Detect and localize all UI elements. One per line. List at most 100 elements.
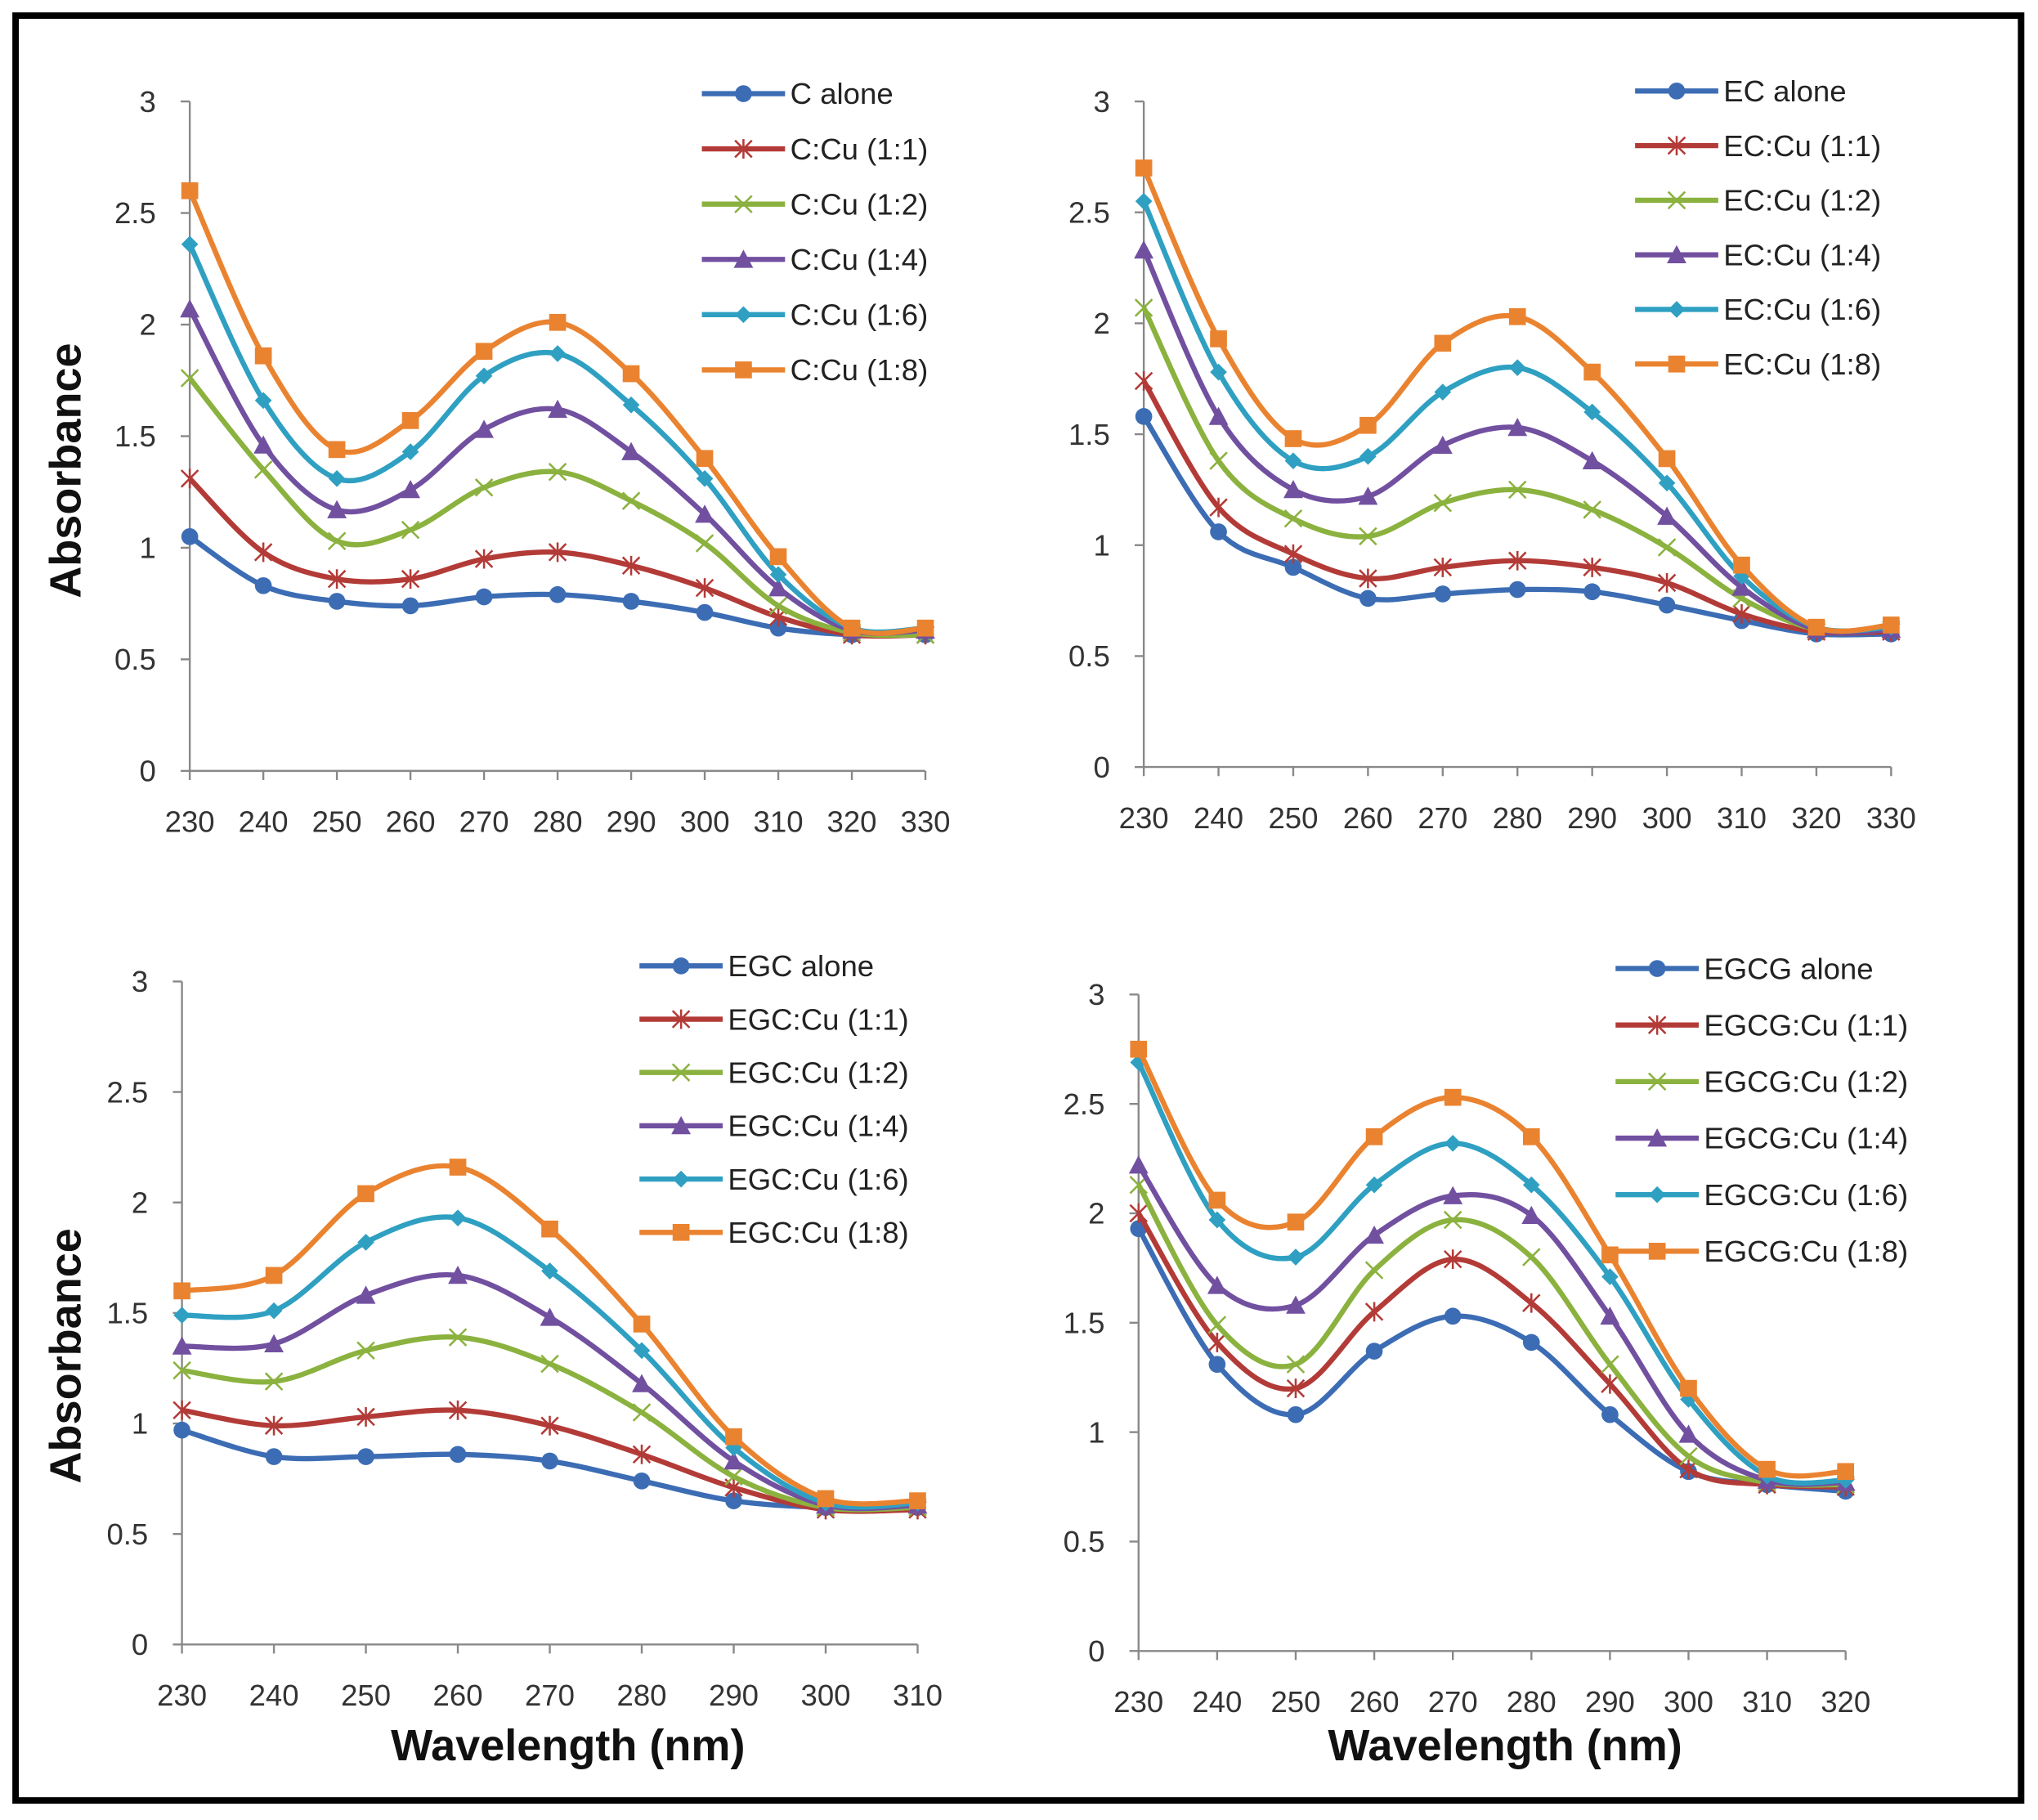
chart-4: 0 0.5 1 1.5 2 2.5 3 230 240 250 260 270 280 290 300 310…	[1064, 952, 1909, 1719]
y-tick-label: 2	[1088, 1197, 1104, 1231]
legend-item: C:Cu (1:4)	[701, 243, 928, 276]
legend-marker	[1647, 1015, 1667, 1035]
legend-label: EC:Cu (1:6)	[1723, 293, 1881, 326]
data-point	[1522, 1334, 1540, 1352]
data-point	[1583, 557, 1601, 577]
data-point	[768, 596, 788, 616]
data-point	[1207, 1275, 1227, 1294]
data-point	[1443, 1210, 1462, 1230]
data-point	[1657, 538, 1677, 557]
data-point	[1208, 1356, 1226, 1373]
data-point	[172, 1336, 192, 1355]
data-point	[173, 1282, 190, 1300]
y-tick-label: 1.5	[106, 1297, 148, 1330]
data-point	[1680, 1379, 1697, 1397]
data-point	[633, 1472, 651, 1490]
x-tick-label: 250	[341, 1679, 391, 1712]
legend-label: C alone	[791, 77, 894, 110]
data-point	[1679, 1446, 1698, 1466]
legend-marker	[672, 957, 690, 975]
data-point	[1284, 558, 1302, 576]
series-c-cu-1-8-	[181, 182, 934, 637]
data-point	[916, 619, 934, 637]
x-tick-label: 320	[1821, 1685, 1870, 1719]
x-tick-label: 320	[1791, 801, 1841, 835]
y-tick-label: 2	[139, 308, 155, 342]
legend-label: EGC:Cu (1:1)	[728, 1002, 908, 1036]
chart-2: 0 0.5 1 1.5 2 2.5 3 230 240 250 260 270 280 290 300 310…	[1068, 74, 1916, 835]
x-tick-label: 300	[801, 1679, 851, 1712]
legend-marker	[735, 306, 752, 324]
data-point	[1359, 527, 1377, 546]
data-point	[1432, 435, 1453, 454]
data-point	[1508, 550, 1527, 571]
series-line	[1136, 1212, 1846, 1490]
data-point	[1434, 383, 1452, 401]
data-point	[632, 1374, 652, 1392]
y-tick-label: 0.5	[106, 1517, 148, 1551]
data-point	[357, 1185, 374, 1203]
legend-marker	[1668, 83, 1686, 100]
y-tick-label: 1.5	[1068, 418, 1110, 451]
data-point	[180, 369, 199, 388]
data-point	[265, 1448, 283, 1465]
data-point	[1443, 1249, 1462, 1270]
legend-item: C:Cu (1:2)	[701, 187, 928, 221]
legend-item: EC:Cu (1:8)	[1635, 347, 1881, 381]
legend-label: EC:Cu (1:2)	[1723, 184, 1881, 217]
data-point	[1600, 1306, 1620, 1325]
data-point	[253, 460, 273, 479]
data-point	[1365, 1127, 1383, 1145]
data-point	[1434, 585, 1452, 603]
x-tick-label: 250	[1268, 801, 1318, 835]
legend-item: EC:Cu (1:6)	[1635, 293, 1881, 326]
y-tick-label: 2.5	[1064, 1087, 1105, 1121]
data-point	[328, 593, 346, 610]
data-point	[723, 1451, 744, 1470]
x-tick-label: 270	[1418, 801, 1467, 835]
data-point	[1521, 1205, 1542, 1224]
legend-label: EGCG:Cu (1:2)	[1704, 1065, 1908, 1099]
data-point	[1359, 416, 1377, 434]
data-point	[1658, 450, 1676, 468]
x-tick-label: 310	[893, 1679, 943, 1712]
data-point	[1444, 1307, 1462, 1325]
data-point	[1283, 480, 1303, 499]
legend-label: C:Cu (1:6)	[791, 298, 929, 332]
x-tick-label: 300	[680, 805, 730, 839]
legend-item: EC:Cu (1:4)	[1635, 238, 1881, 271]
data-point	[1359, 589, 1377, 607]
data-point	[1208, 406, 1229, 425]
data-point	[1583, 583, 1601, 601]
x-tick-label: 300	[1642, 801, 1692, 835]
data-point	[356, 1341, 375, 1361]
series-line	[1135, 1060, 1846, 1486]
data-point	[1207, 1316, 1227, 1334]
data-point	[633, 1316, 651, 1333]
data-point	[356, 1406, 375, 1427]
data-point	[817, 1490, 835, 1508]
data-point	[401, 480, 421, 499]
data-point	[1286, 1295, 1306, 1314]
data-point	[548, 462, 567, 482]
data-point	[1807, 618, 1825, 636]
data-point	[622, 593, 640, 610]
data-point	[254, 577, 272, 594]
x-tick-label: 310	[754, 805, 804, 839]
series-egc-cu-1-2-	[172, 1328, 927, 1517]
y-tick-label: 3	[132, 965, 148, 998]
x-tick-label: 250	[1270, 1685, 1320, 1719]
data-point	[1444, 1135, 1462, 1152]
data-point	[1601, 1374, 1619, 1394]
series-line	[1141, 415, 1892, 638]
data-point	[449, 1446, 467, 1464]
legend-marker	[671, 1063, 691, 1082]
data-point	[475, 588, 493, 606]
legend-item: C:Cu (1:8)	[701, 353, 928, 387]
data-point	[173, 1421, 190, 1439]
data-point	[1210, 363, 1227, 381]
data-point	[181, 527, 199, 545]
data-point	[1286, 1378, 1306, 1399]
series-c-cu-1-6-	[181, 235, 934, 637]
